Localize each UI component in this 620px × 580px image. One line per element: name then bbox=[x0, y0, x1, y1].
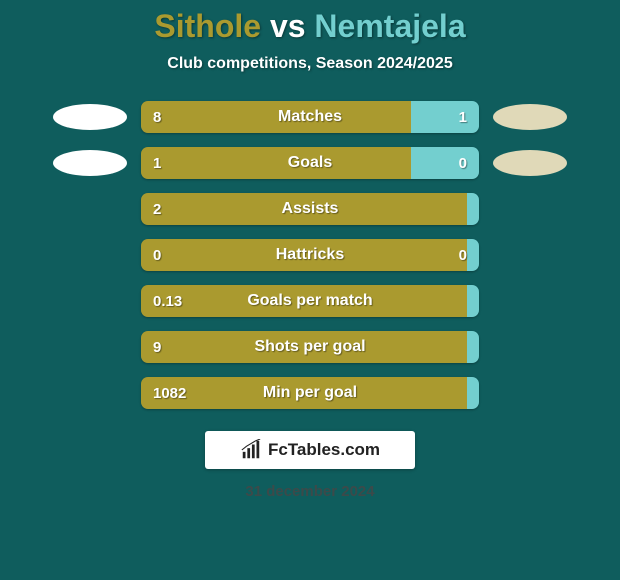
stat-bar: 81Matches bbox=[141, 101, 479, 133]
stat-value-right: 0 bbox=[459, 247, 467, 264]
attribution-text: FcTables.com bbox=[268, 440, 380, 460]
bar-segment-right bbox=[467, 193, 479, 225]
bar-segment-left: 1 bbox=[141, 147, 411, 179]
team-badge-left bbox=[53, 150, 127, 176]
stat-value-right: 1 bbox=[459, 109, 467, 126]
stat-value-left: 1082 bbox=[153, 385, 186, 402]
page-title: Sithole vs Nemtajela bbox=[0, 8, 620, 45]
stat-value-right: 0 bbox=[459, 155, 467, 172]
stat-value-left: 0 bbox=[153, 247, 161, 264]
bar-segment-right: 0 bbox=[411, 147, 479, 179]
bar-segment-left: 9 bbox=[141, 331, 467, 363]
stat-row: 81Matches bbox=[53, 101, 567, 133]
badge-spacer bbox=[493, 288, 567, 314]
comparison-infographic: Sithole vs Nemtajela Club competitions, … bbox=[0, 0, 620, 580]
badge-spacer bbox=[493, 380, 567, 406]
title-player1: Sithole bbox=[154, 8, 261, 44]
stat-row: 1082Min per goal bbox=[53, 377, 567, 409]
title-player2: Nemtajela bbox=[314, 8, 465, 44]
chart-icon bbox=[240, 439, 262, 461]
stats-rows: 81Matches10Goals2Assists00Hattricks0.13G… bbox=[0, 101, 620, 409]
stat-bar: 10Goals bbox=[141, 147, 479, 179]
date: 31 december 2024 bbox=[0, 483, 620, 500]
stat-value-left: 2 bbox=[153, 201, 161, 218]
stat-bar: 00Hattricks bbox=[141, 239, 479, 271]
stat-value-left: 0.13 bbox=[153, 293, 182, 310]
stat-value-left: 1 bbox=[153, 155, 161, 172]
title-vs: vs bbox=[270, 8, 306, 44]
bar-segment-left: 0.13 bbox=[141, 285, 467, 317]
subtitle: Club competitions, Season 2024/2025 bbox=[0, 55, 620, 73]
badge-spacer bbox=[53, 334, 127, 360]
bar-segment-right bbox=[467, 285, 479, 317]
team-badge-right bbox=[493, 150, 567, 176]
stat-row: 0.13Goals per match bbox=[53, 285, 567, 317]
bar-segment-right bbox=[467, 377, 479, 409]
bar-segment-left: 8 bbox=[141, 101, 411, 133]
badge-spacer bbox=[493, 242, 567, 268]
stat-bar: 2Assists bbox=[141, 193, 479, 225]
team-badge-right bbox=[493, 104, 567, 130]
stat-row: 10Goals bbox=[53, 147, 567, 179]
bar-segment-right: 1 bbox=[411, 101, 479, 133]
bar-segment-left: 2 bbox=[141, 193, 467, 225]
stat-row: 9Shots per goal bbox=[53, 331, 567, 363]
bar-segment-right: 0 bbox=[467, 239, 479, 271]
stat-bar: 1082Min per goal bbox=[141, 377, 479, 409]
badge-spacer bbox=[53, 380, 127, 406]
badge-spacer bbox=[53, 242, 127, 268]
attribution-badge[interactable]: FcTables.com bbox=[205, 431, 415, 469]
badge-spacer bbox=[53, 196, 127, 222]
stat-bar: 0.13Goals per match bbox=[141, 285, 479, 317]
badge-spacer bbox=[493, 196, 567, 222]
bar-segment-left: 1082 bbox=[141, 377, 467, 409]
badge-spacer bbox=[53, 288, 127, 314]
badge-spacer bbox=[493, 334, 567, 360]
stat-value-left: 8 bbox=[153, 109, 161, 126]
bar-segment-right bbox=[467, 331, 479, 363]
stat-value-left: 9 bbox=[153, 339, 161, 356]
bar-segment-left: 0 bbox=[141, 239, 467, 271]
stat-bar: 9Shots per goal bbox=[141, 331, 479, 363]
team-badge-left bbox=[53, 104, 127, 130]
stat-row: 2Assists bbox=[53, 193, 567, 225]
stat-row: 00Hattricks bbox=[53, 239, 567, 271]
